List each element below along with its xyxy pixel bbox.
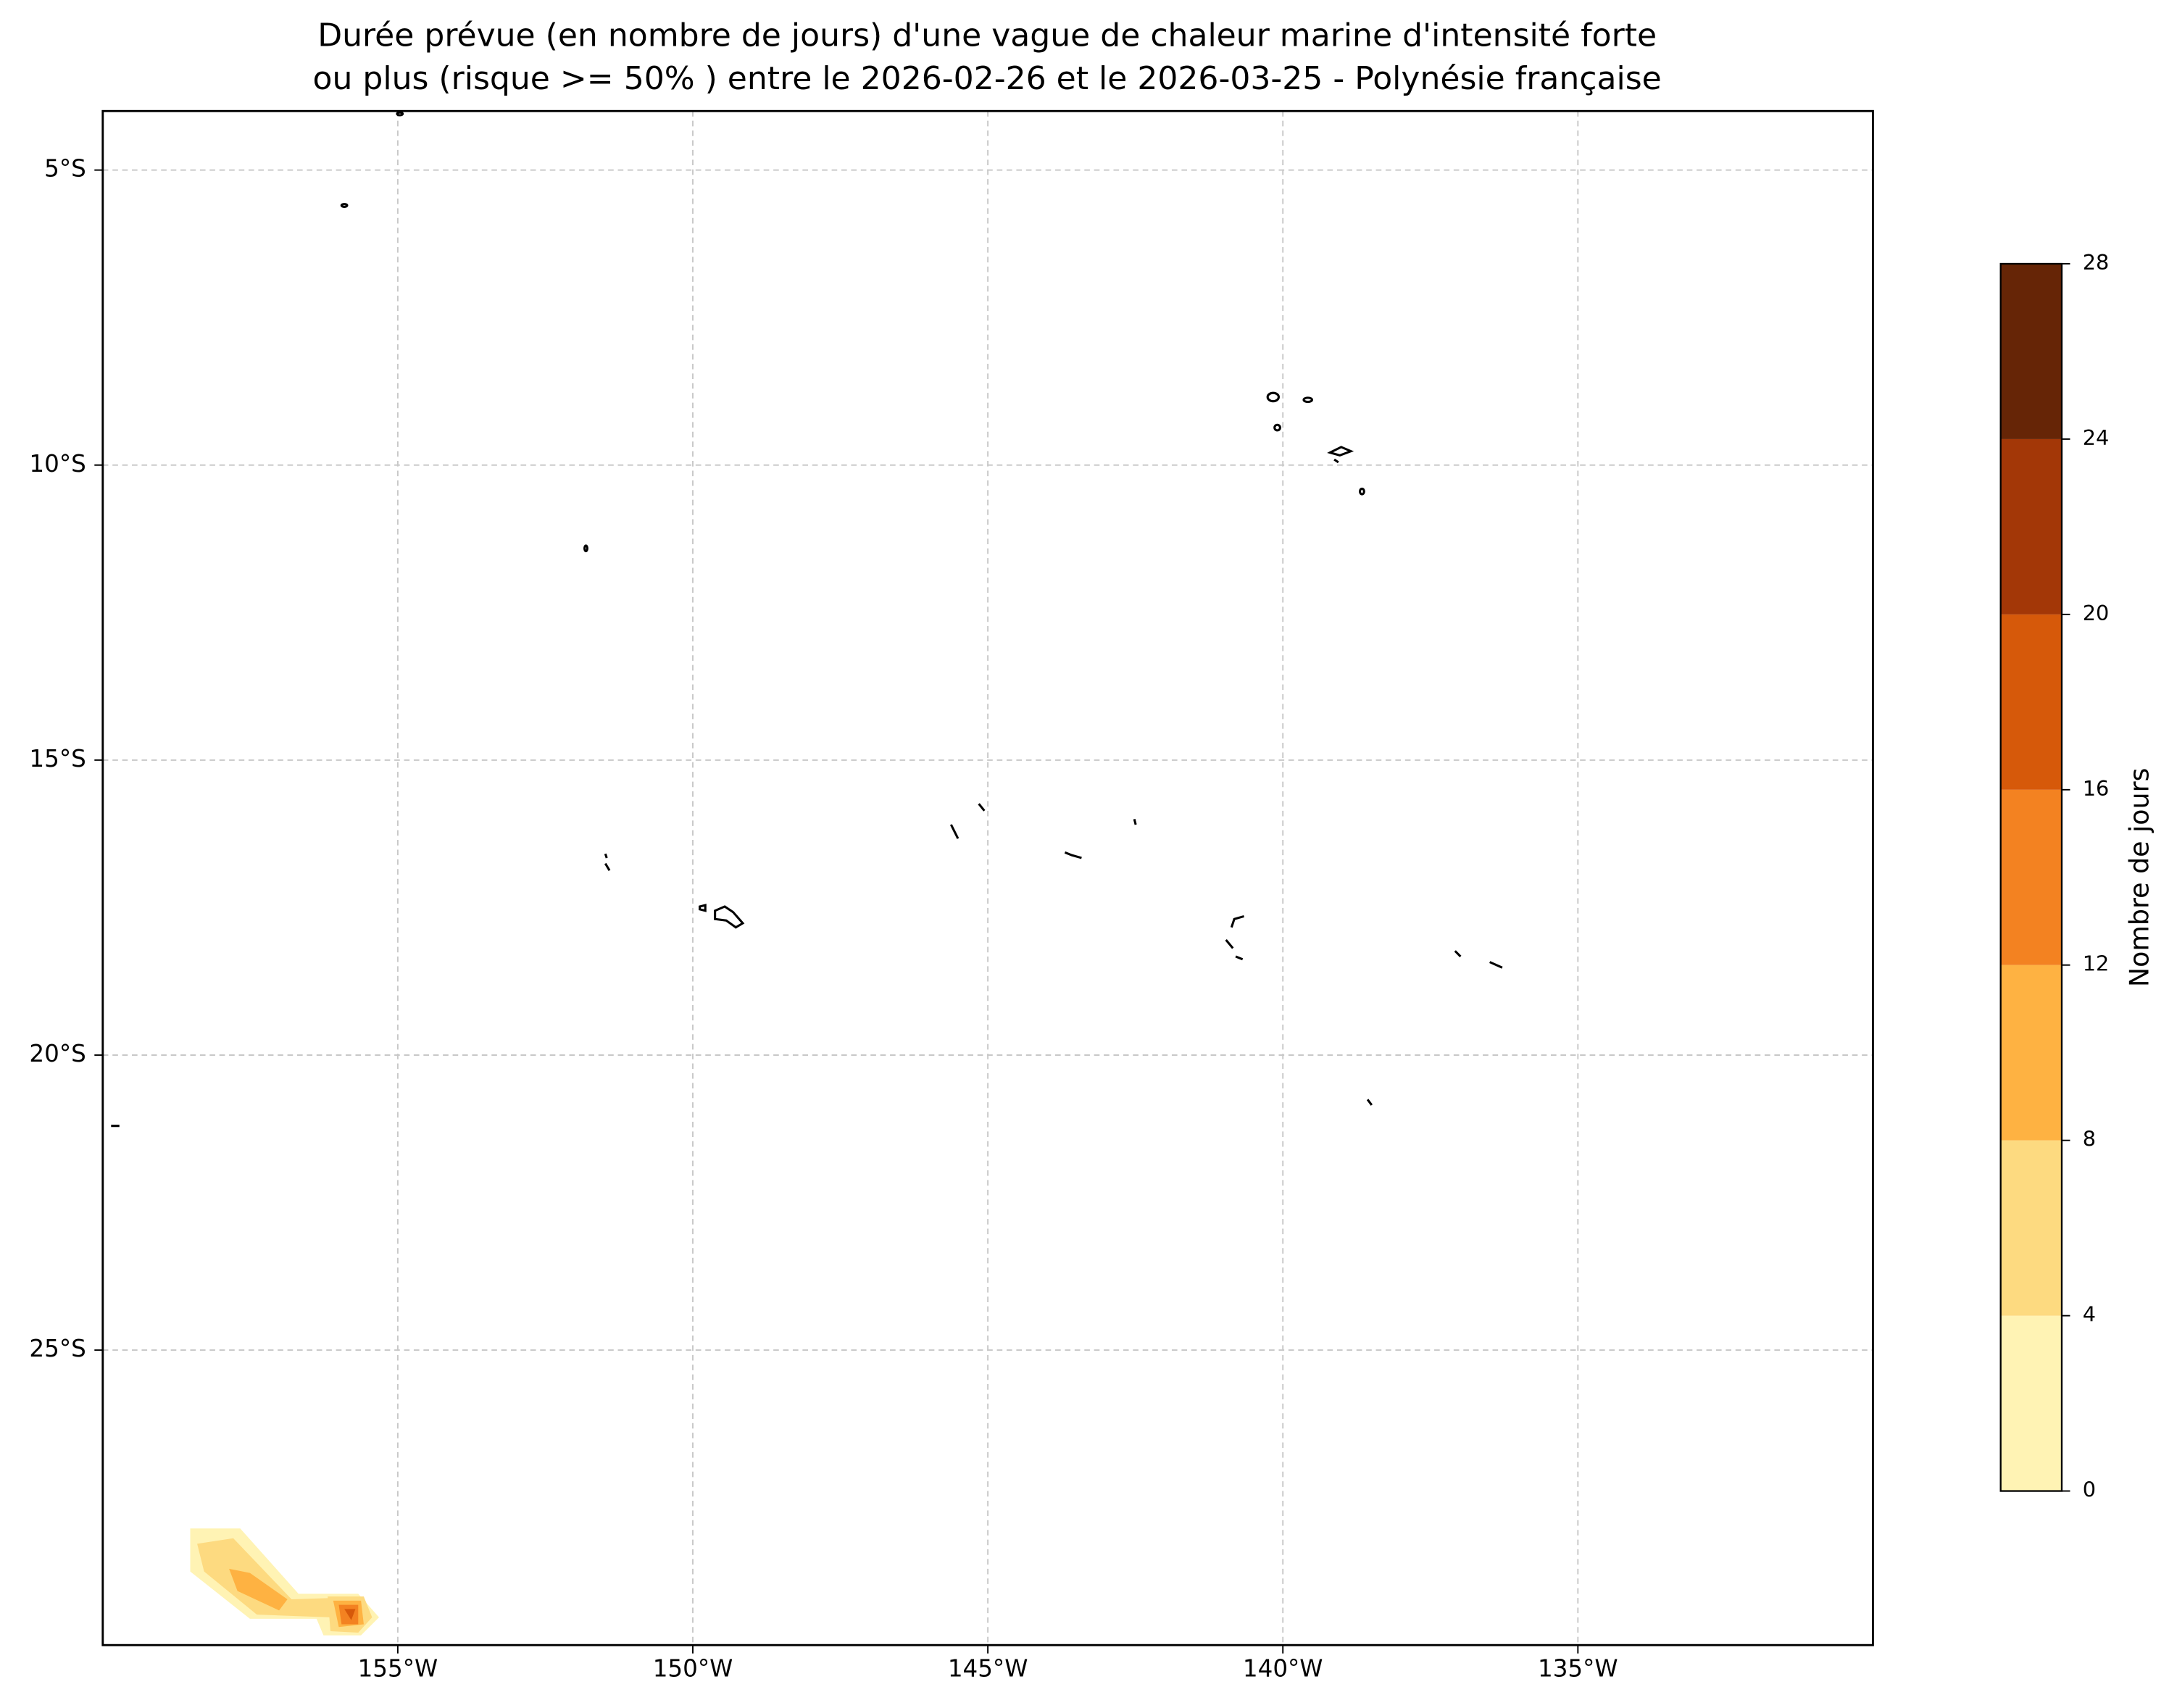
colorbar-tick-label: 12 (2083, 951, 2110, 976)
chart-title: ou plus (risque >= 50% ) entre le 2026-0… (313, 60, 1662, 97)
colorbar-tick-label: 0 (2083, 1478, 2096, 1502)
colorbar-tick-label: 8 (2083, 1127, 2096, 1151)
colorbar-label: Nombre de jours (2124, 767, 2155, 987)
colorbar-bin (2000, 438, 2062, 615)
y-tick-label: 20°S (29, 1040, 86, 1067)
colorbar-bin (2000, 264, 2062, 439)
colorbar-bin (2000, 789, 2062, 965)
x-tick-label: 155°W (358, 1655, 438, 1683)
colorbar-bin (2000, 1315, 2062, 1491)
heat-fields (190, 1528, 380, 1636)
colorbar-tick-label: 4 (2083, 1302, 2096, 1327)
colorbar-tick-label: 24 (2083, 425, 2110, 450)
x-tick-label: 135°W (1538, 1655, 1618, 1683)
heat-area (344, 1609, 356, 1620)
x-tick-label: 140°W (1243, 1655, 1323, 1683)
heat-area (229, 1568, 288, 1611)
chart-title: Durée prévue (en nombre de jours) d'une … (317, 17, 1657, 54)
colorbar-bin (2000, 965, 2062, 1141)
colorbar-tick-label: 20 (2083, 601, 2110, 625)
colorbar: 0 4 8 12 16 20 24 28 (1999, 250, 2110, 1502)
heat-area (197, 1538, 333, 1617)
colorbar-tick-label: 28 (2083, 250, 2110, 275)
y-tick-label: 10°S (29, 450, 86, 478)
colorbar-bin (2000, 614, 2062, 790)
colorbar-frame (1999, 262, 2063, 1492)
grid (102, 111, 1873, 1646)
colorbar-tick-label: 16 (2083, 776, 2110, 801)
coastlines (111, 111, 1503, 1128)
y-tick-label: 5°S (44, 155, 86, 183)
x-tick-label: 145°W (948, 1655, 1028, 1683)
y-tick-label: 25°S (29, 1335, 86, 1362)
x-tick-label: 150°W (653, 1655, 733, 1683)
y-tick-label: 15°S (29, 745, 86, 772)
colorbar-bin (2000, 1140, 2062, 1316)
